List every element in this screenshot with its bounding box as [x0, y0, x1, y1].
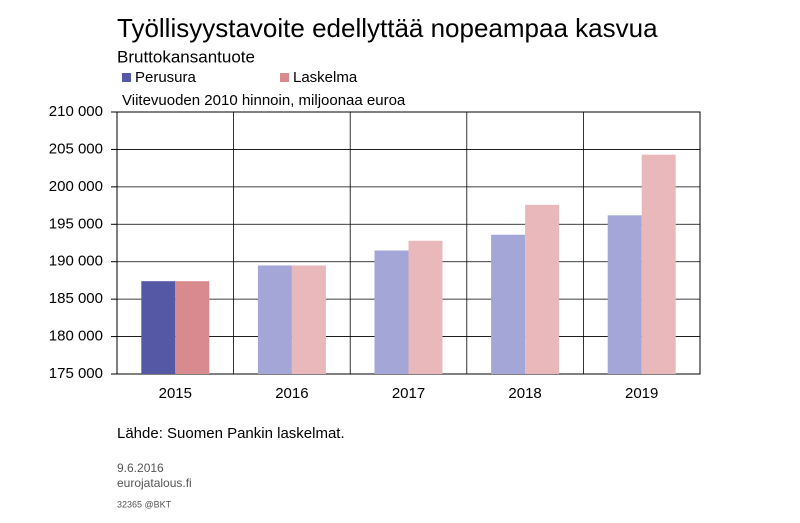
x-tick-label: 2017 [392, 385, 425, 402]
bar [257, 265, 292, 374]
bar [175, 281, 210, 374]
date: 9.6.2016 [117, 461, 164, 475]
site: eurojatalous.fi [117, 476, 192, 490]
x-tick-label: 2018 [508, 385, 541, 402]
bar [607, 215, 642, 374]
y-tick-label: 185 000 [49, 290, 103, 307]
y-tick-label: 190 000 [49, 253, 103, 270]
legend-label: Laskelma [293, 69, 358, 86]
legend-label: Perusura [135, 69, 197, 86]
bar [408, 240, 443, 374]
chart-title: Työllisyystavoite edellyttää nopeampaa k… [117, 13, 658, 43]
bar [141, 281, 176, 374]
bar [491, 234, 526, 374]
legend-swatch [122, 73, 131, 82]
y-tick-label: 205 000 [49, 140, 103, 157]
x-tick-label: 2016 [275, 385, 308, 402]
y-tick-label: 175 000 [49, 365, 103, 382]
x-tick-label: 2019 [625, 385, 658, 402]
legend-swatch [280, 73, 289, 82]
y-tick-label: 195 000 [49, 215, 103, 232]
bar [641, 154, 676, 374]
code: 32365 @BKT [117, 499, 172, 509]
y-tick-label: 180 000 [49, 328, 103, 345]
bar [374, 250, 409, 374]
chart-subtitle: Bruttokansantuote [117, 47, 255, 66]
y-tick-label: 210 000 [49, 103, 103, 120]
source: Lähde: Suomen Pankin laskelmat. [117, 425, 345, 442]
y-tick-label: 200 000 [49, 178, 103, 195]
unit-note: Viitevuoden 2010 hinnoin, miljoonaa euro… [122, 92, 406, 109]
bar [525, 204, 560, 374]
x-tick-label: 2015 [159, 385, 192, 402]
bar [291, 265, 326, 374]
